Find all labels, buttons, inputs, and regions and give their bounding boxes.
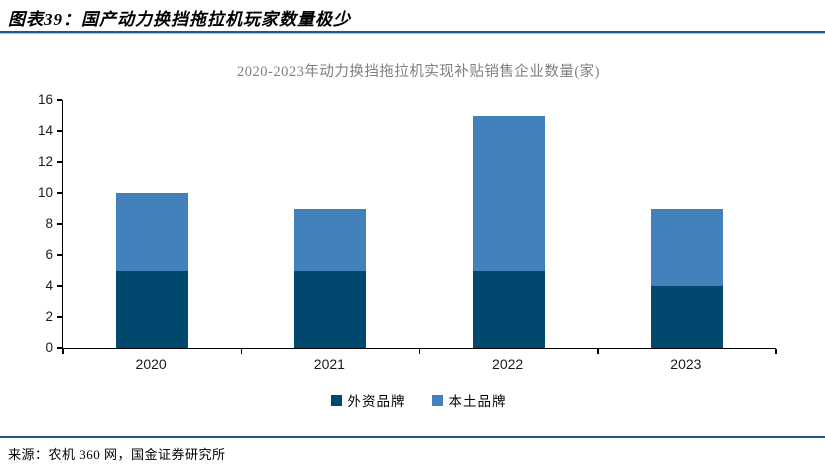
x-axis-tick-1 <box>240 349 242 354</box>
y-axis-label-6: 6 <box>45 247 53 262</box>
bar-2022 <box>472 115 545 348</box>
bar-segment-2023-外资品牌 <box>650 286 723 348</box>
y-axis-label-2: 2 <box>45 309 53 324</box>
bar-segment-2022-外资品牌 <box>472 270 545 348</box>
y-axis-tick-8 <box>57 223 62 225</box>
y-axis-label-14: 14 <box>37 123 53 138</box>
legend-swatch-icon <box>330 394 342 406</box>
x-axis-tick-0 <box>62 349 64 354</box>
bar-segment-2021-本土品牌 <box>294 208 367 271</box>
x-axis-tick-4 <box>775 349 777 354</box>
legend-label: 本土品牌 <box>448 394 507 409</box>
bar-2021 <box>294 208 367 348</box>
y-axis-tick-12 <box>57 161 62 163</box>
bar-segment-2021-外资品牌 <box>294 270 367 348</box>
y-axis-tick-2 <box>57 316 62 318</box>
footer-divider-line <box>0 436 825 438</box>
y-axis-label-10: 10 <box>37 185 53 200</box>
x-axis-label-2021: 2021 <box>313 356 345 372</box>
legend-swatch-icon <box>431 394 443 406</box>
y-axis-tick-0 <box>57 347 62 349</box>
bar-segment-2023-本土品牌 <box>650 208 723 286</box>
y-axis-label-16: 16 <box>37 92 53 107</box>
header-divider-line <box>0 31 825 34</box>
legend-item-本土品牌: 本土品牌 <box>431 390 507 410</box>
plot-area: 0 2 4 6 8 10 12 14 16 <box>38 92 777 355</box>
y-axis-label-12: 12 <box>37 154 53 169</box>
bar-segment-2020-外资品牌 <box>116 270 189 348</box>
bar-2020 <box>116 193 189 348</box>
y-axis-label-4: 4 <box>45 278 53 293</box>
legend-item-外资品牌: 外资品牌 <box>330 390 406 410</box>
x-axis-label-2020: 2020 <box>135 356 167 372</box>
y-axis-tick-14 <box>57 130 62 132</box>
chart-legend: 外资品牌 本土品牌 <box>62 390 775 410</box>
x-axis-tick-3 <box>597 349 599 354</box>
bar-segment-2020-本土品牌 <box>116 193 189 271</box>
x-axis-label-2022: 2022 <box>492 356 524 372</box>
y-axis-label-8: 8 <box>45 216 53 231</box>
source-note: 来源：农机 360 网，国金证券研究所 <box>8 447 226 462</box>
bar-segment-2022-本土品牌 <box>472 115 545 271</box>
y-axis-tick-16 <box>57 99 62 101</box>
legend-label: 外资品牌 <box>347 394 406 409</box>
y-axis-tick-6 <box>57 254 62 256</box>
y-axis-tick-4 <box>57 285 62 287</box>
figure-header-title: 图表39：国产动力换挡拖拉机玩家数量极少 <box>8 10 351 29</box>
x-axis-tick-2 <box>418 349 421 354</box>
chart-title: 2020-2023年动力换挡拖拉机实现补贴销售企业数量(家) <box>237 64 600 80</box>
y-axis-label-0: 0 <box>45 340 53 355</box>
x-axis-label-2023: 2023 <box>670 356 702 372</box>
y-axis-tick-10 <box>57 192 62 194</box>
bar-2023 <box>650 208 723 348</box>
